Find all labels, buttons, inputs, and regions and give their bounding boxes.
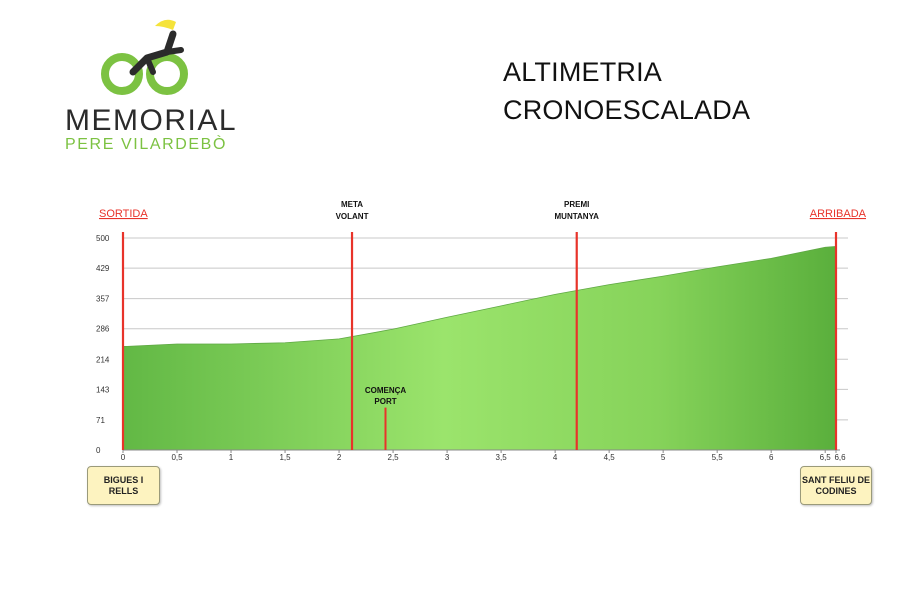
logo: MEMORIAL PERE VILARDEBÒ xyxy=(55,12,255,153)
x-tick-label: 0 xyxy=(121,453,126,462)
marker-label: META xyxy=(341,200,363,209)
x-tick-label: 5,5 xyxy=(712,453,724,462)
elevation-series-area xyxy=(122,246,837,451)
x-tick-label: 4,5 xyxy=(604,453,616,462)
axes: 0 71 143 214 286 357 429 500 0 0,5 1 1,5 2 2,5 3 3,5 4 4,… xyxy=(96,234,846,462)
x-tick-label: 2,5 xyxy=(388,453,400,462)
y-tick-label: 71 xyxy=(96,416,105,425)
cyclist-logo-icon xyxy=(101,19,188,95)
marker-label: VOLANT xyxy=(336,212,369,221)
logo-title: MEMORIAL xyxy=(65,104,238,137)
x-tick-label: 3 xyxy=(445,453,450,462)
marker-label: MUNTANYA xyxy=(555,212,600,221)
logo-subtitle: PERE VILARDEBÒ xyxy=(65,136,228,153)
x-tick-label: 6,6 xyxy=(834,453,846,462)
y-tick-label: 143 xyxy=(96,385,110,394)
y-tick-label: 357 xyxy=(96,295,110,304)
markers: SORTIDA META VOLANT PREMI MUNTANYA ARRIBADA CO… xyxy=(99,200,867,450)
y-tick-label: 286 xyxy=(96,325,110,334)
marker-label: SORTIDA xyxy=(99,208,148,220)
y-tick-label: 500 xyxy=(96,234,110,243)
start-place-box: BIGUES I RELLS xyxy=(87,466,160,505)
finish-place-box: SANT FELIU DE CODINES xyxy=(800,466,872,505)
x-tick-label: 4 xyxy=(553,453,558,462)
x-tick-label: 6,5 xyxy=(820,453,832,462)
x-tick-label: 5 xyxy=(661,453,666,462)
marker-label: ARRIBADA xyxy=(810,208,867,220)
x-tick-label: 0,5 xyxy=(171,453,183,462)
elevation-area xyxy=(122,246,837,451)
climb-start-label: COMENÇA xyxy=(365,386,407,395)
y-tick-label: 429 xyxy=(96,264,110,273)
climb-start-label: PORT xyxy=(374,397,396,406)
x-tick-label: 1 xyxy=(229,453,234,462)
x-tick-label: 1,5 xyxy=(279,453,291,462)
x-tick-label: 2 xyxy=(337,453,342,462)
page-title-line2: CRONOESCALADA xyxy=(503,95,751,125)
y-tick-label: 214 xyxy=(96,355,110,364)
y-tick-label: 0 xyxy=(96,446,101,455)
x-tick-label: 3,5 xyxy=(496,453,508,462)
page-title-line1: ALTIMETRIA xyxy=(503,57,663,87)
marker-label: PREMI xyxy=(564,200,589,209)
x-tick-label: 6 xyxy=(769,453,774,462)
